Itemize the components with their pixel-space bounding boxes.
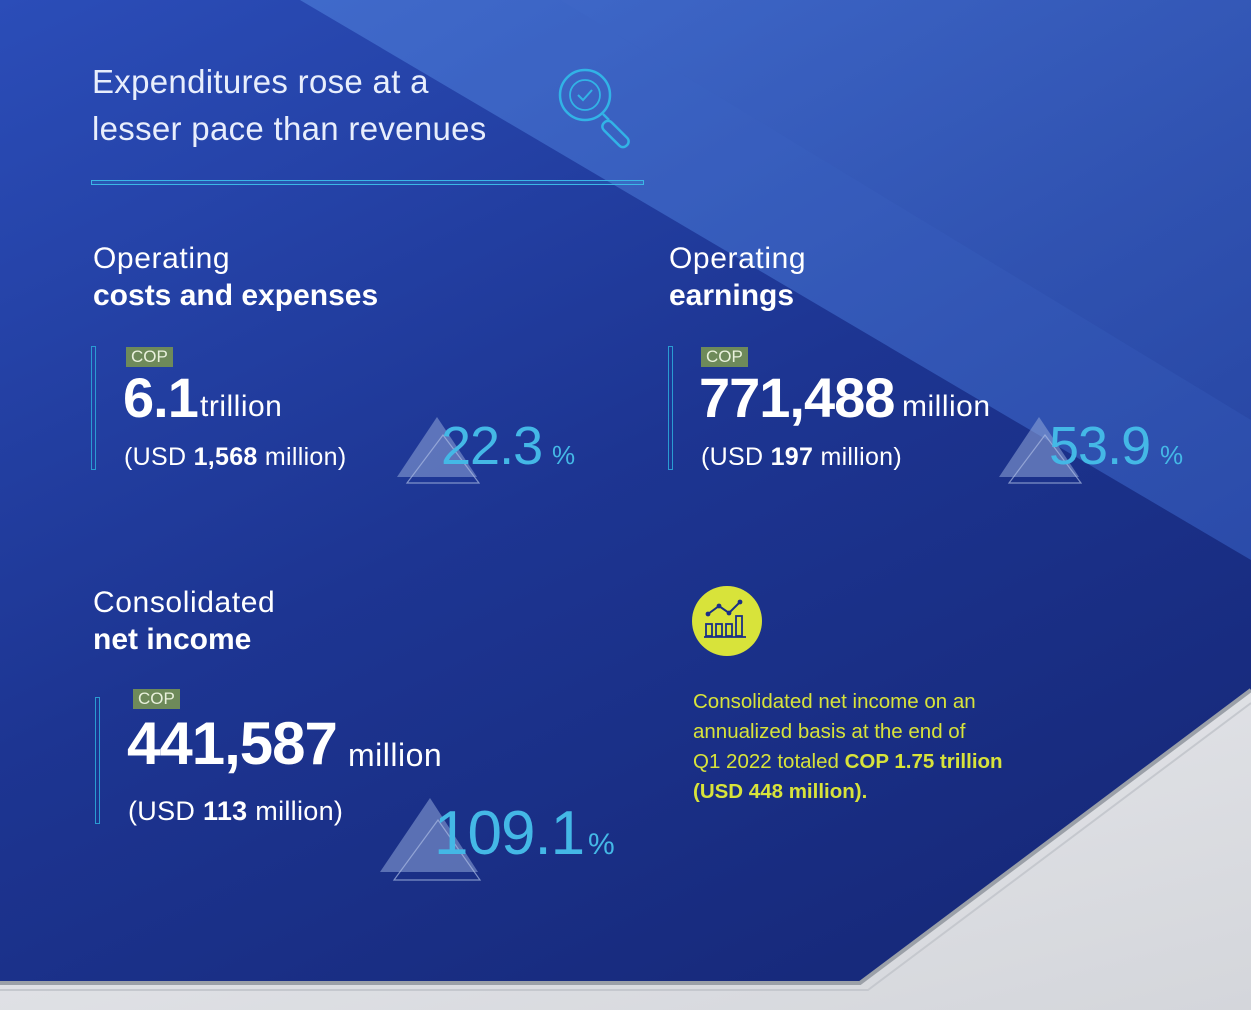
metric-earnings-label-2: earnings — [669, 279, 795, 312]
increase-triangle-icon — [999, 417, 1082, 484]
metric-netincome-usd: (USD 113 million) — [128, 796, 344, 826]
metric-netincome-unit: million — [348, 737, 443, 773]
search-check-icon — [558, 68, 630, 149]
page-title-line-1: Expenditures rose at a — [92, 63, 429, 100]
metric-netincome-heading: Consolidated net income — [93, 584, 275, 658]
increase-triangle-icon — [380, 798, 482, 881]
metric-earnings-heading: Operating earnings — [669, 240, 806, 314]
metric-earnings-change-sign: % — [1160, 440, 1184, 470]
metric-costs-change-sign: % — [552, 440, 576, 470]
metric-netincome-currency-tag: COP — [133, 689, 180, 709]
metric-costs-heading: Operating costs and expenses — [93, 240, 378, 314]
page-title: Expenditures rose at a lesser pace than … — [92, 58, 562, 152]
growth-chart-icon — [692, 586, 762, 656]
metric-netincome-change: 109.1 — [434, 799, 585, 868]
metric-earnings-change: 53.9 — [1049, 416, 1151, 476]
metric-costs-bar — [91, 346, 96, 470]
metric-costs-value: 6.1 — [123, 366, 199, 429]
net-income-note: Consolidated net income on an annualized… — [693, 690, 1003, 803]
metric-earnings-label-1: Operating — [669, 242, 807, 275]
metric-earnings-usd: (USD 197 million) — [701, 443, 903, 471]
metric-netincome-value: 441,587 — [127, 710, 338, 777]
metric-costs-unit: trillion — [200, 390, 283, 423]
metric-earnings-currency-tag: COP — [701, 347, 748, 367]
title-divider — [91, 180, 644, 185]
metric-netincome-bar — [95, 697, 100, 824]
metric-netincome-change-sign: % — [588, 828, 615, 861]
metric-costs-label-2: costs and expenses — [93, 279, 379, 312]
metric-netincome-label-2: net income — [93, 623, 252, 656]
increase-triangle-icon — [397, 417, 480, 484]
metric-earnings-bar — [668, 346, 673, 470]
metric-earnings-unit: million — [902, 390, 991, 423]
metric-earnings-value: 771,488 — [699, 366, 895, 429]
metric-costs-currency-tag: COP — [126, 347, 173, 367]
metric-costs-label-1: Operating — [93, 242, 231, 275]
metric-netincome-label-1: Consolidated — [93, 586, 276, 619]
page-title-line-2: lesser pace than revenues — [92, 110, 487, 147]
metric-costs-change: 22.3 — [441, 416, 543, 476]
metric-costs-usd: (USD 1,568 million) — [124, 443, 347, 471]
